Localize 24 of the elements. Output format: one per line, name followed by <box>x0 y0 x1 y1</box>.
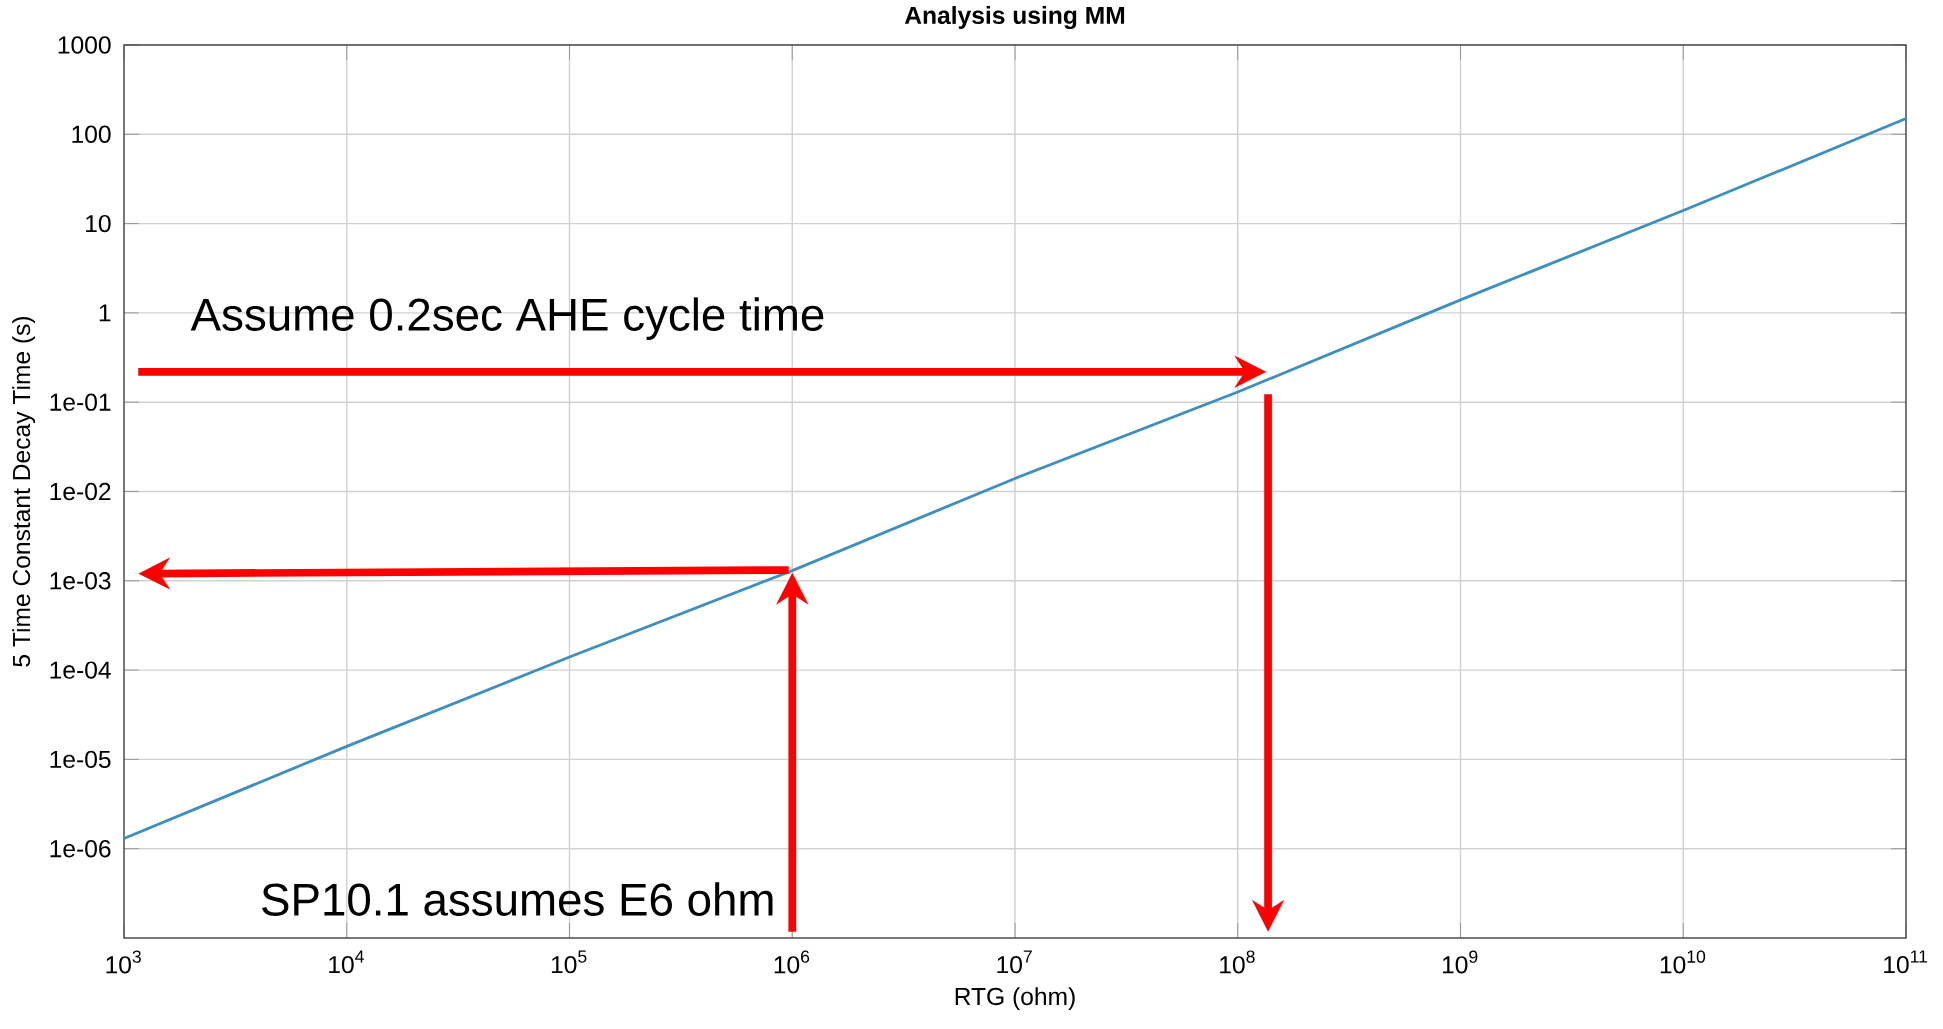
y-tick-label: 10 <box>86 214 111 233</box>
y-tick-label: 1e-01 <box>50 393 111 411</box>
chart-title: Analysis using MM <box>904 6 1125 30</box>
y-axis-title: 5 Time Constant Decay Time (s) <box>12 316 36 667</box>
annotation: Assume 0.2sec AHE cycle time <box>190 297 824 340</box>
x-tick-label: 10$^{3}$ <box>106 950 141 974</box>
x-tick-label: 10$^{9}$ <box>1442 950 1478 974</box>
x-tick-label: 10$^{7}$ <box>997 950 1032 974</box>
y-tick-label: 1e-05 <box>50 750 111 769</box>
x-tick-label: 10$^{4}$ <box>329 950 364 974</box>
x-tick-label: 10$^{5}$ <box>551 950 587 974</box>
x-tick-label: 10$^{10}$ <box>1660 950 1706 974</box>
y-tick-label: 1e-02 <box>50 482 111 501</box>
y-tick-label: 1000 <box>58 36 111 54</box>
y-tick-label: 1e-06 <box>50 840 111 858</box>
y-tick-label: 100 <box>72 125 111 143</box>
x-tick-label: 10$^{8}$ <box>1220 950 1255 974</box>
x-tick-label: 10$^{11}$ <box>1884 950 1928 974</box>
y-tick-label: 1e-04 <box>50 661 111 679</box>
y-tick-label: 1 <box>99 304 111 322</box>
annotation: SP10.1 assumes E6 ohm <box>262 882 773 916</box>
y-tick-label: 1e-03 <box>50 572 111 590</box>
x-axis-title: RTG (ohm) <box>955 987 1075 1011</box>
x-tick-label: 10$^{6}$ <box>774 950 810 974</box>
